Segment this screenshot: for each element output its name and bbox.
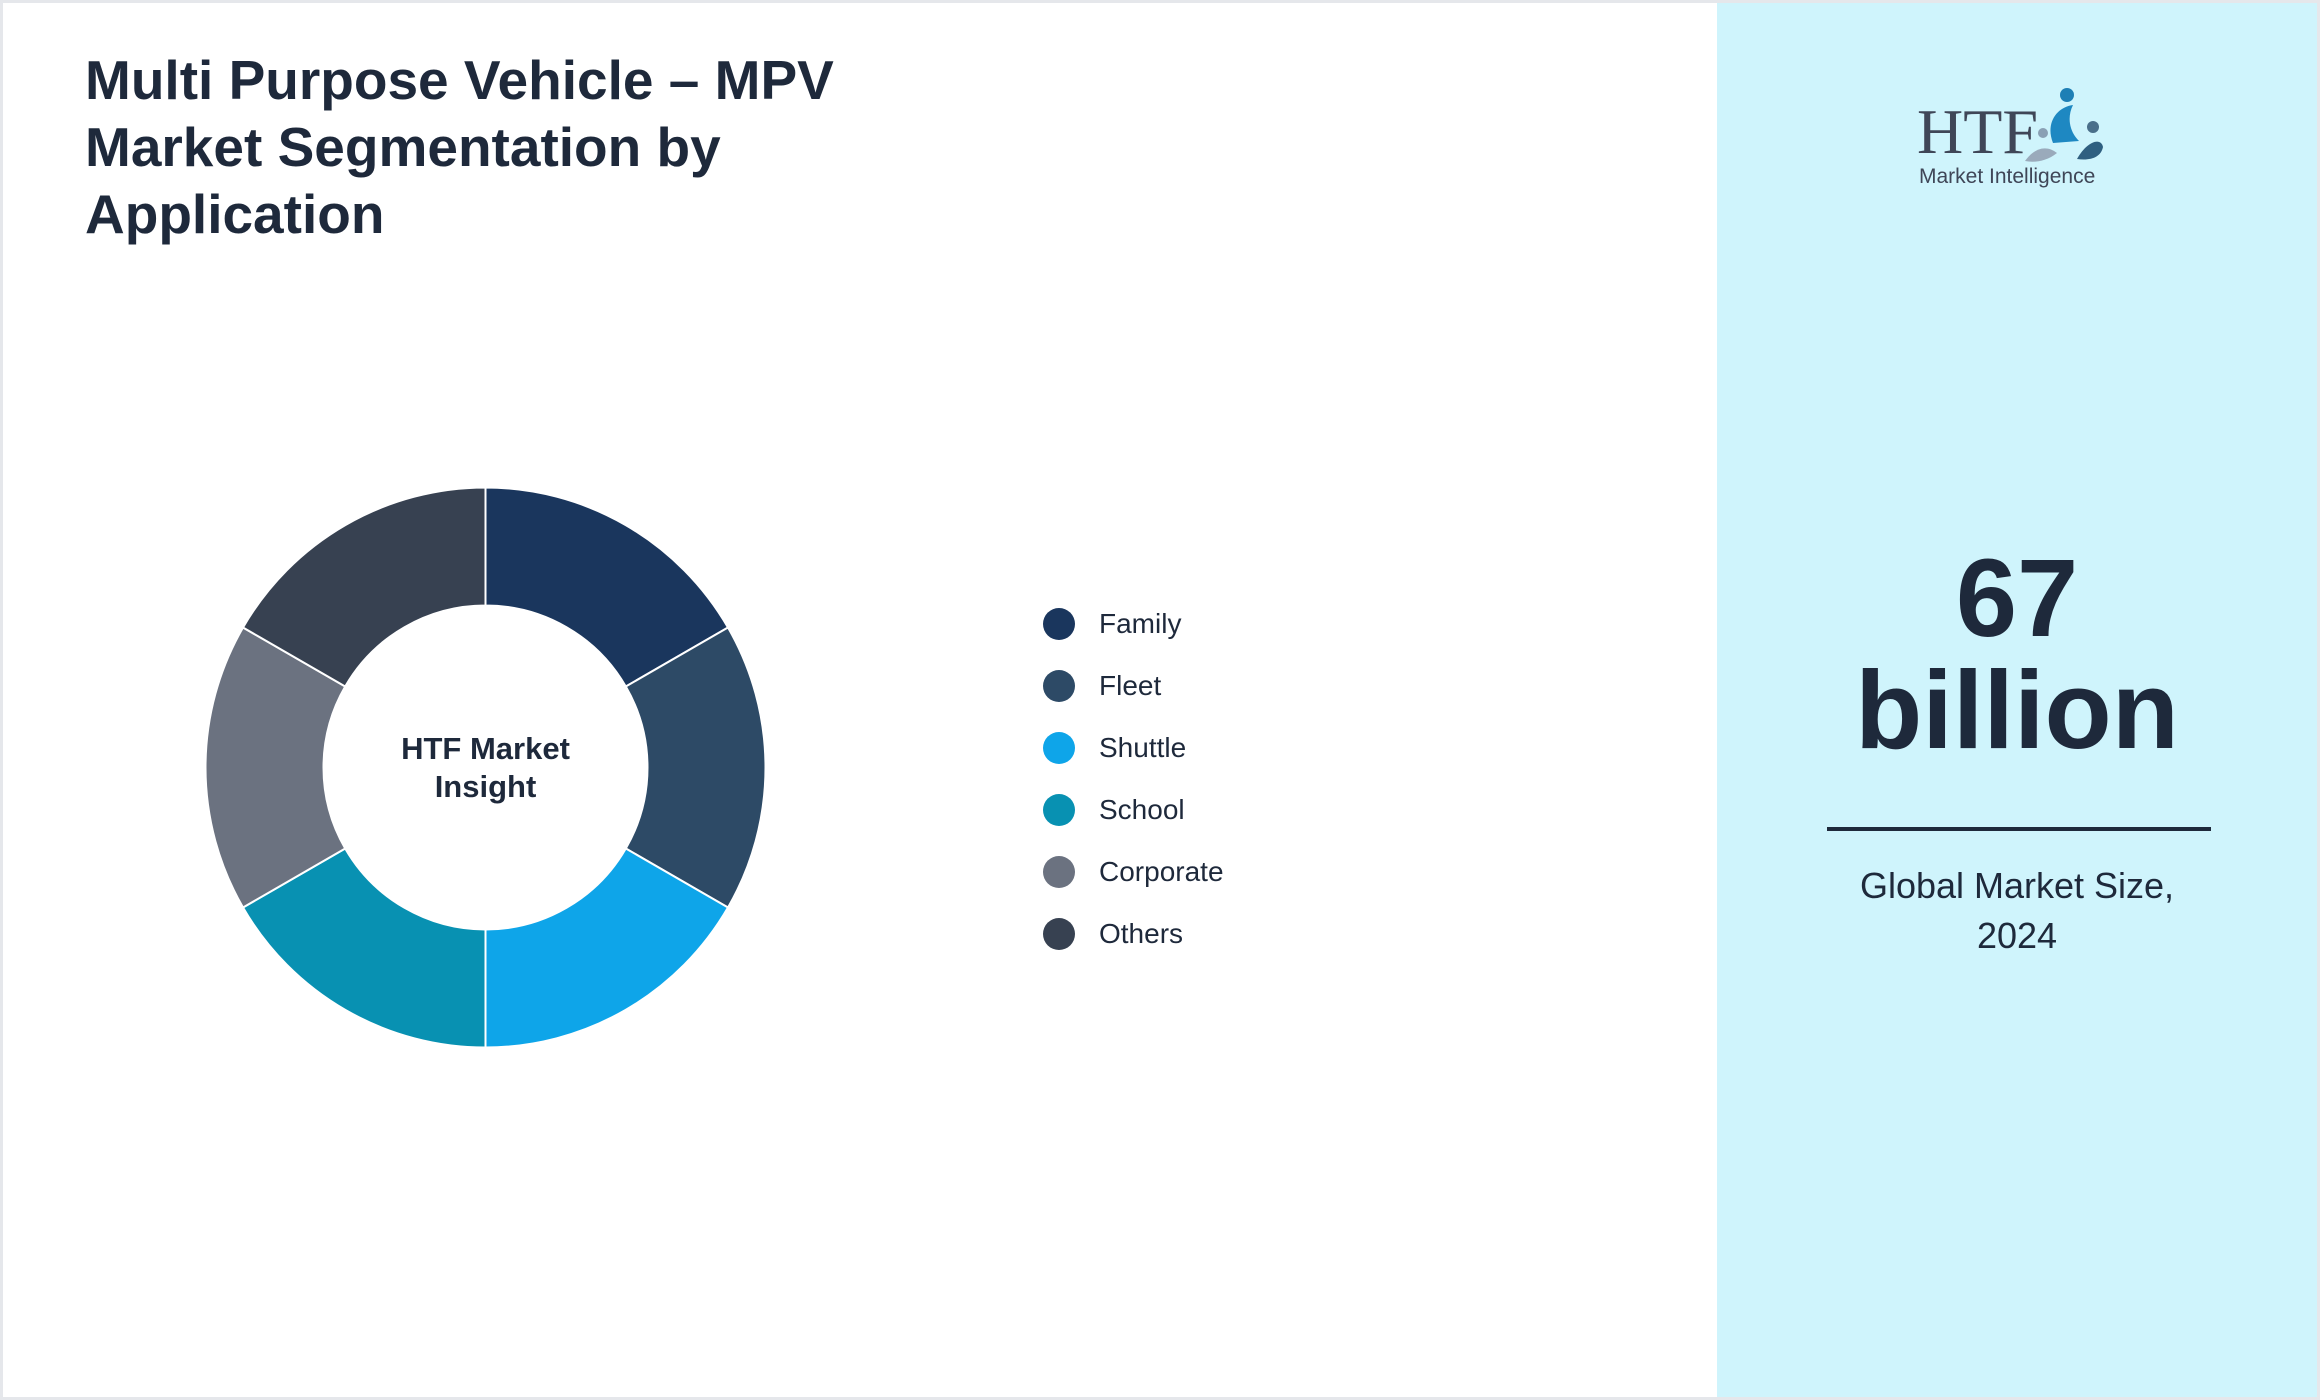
center-label-line2: Insight: [435, 769, 537, 804]
donut-slice-others: [241, 486, 487, 688]
legend-swatch: [1043, 918, 1075, 950]
legend-label: Corporate: [1099, 856, 1224, 887]
logo-tagline: Market Intelligence: [1919, 165, 2095, 188]
chart-panel: Multi Purpose Vehicle – MPV Market Segme…: [3, 3, 1717, 1397]
market-size-number: 67: [1955, 537, 2079, 660]
donut-slice-corporate: [204, 626, 347, 909]
legend-label: Others: [1099, 918, 1184, 949]
legend-swatch: [1043, 856, 1075, 888]
legend-item-corporate: Corporate: [1043, 841, 1224, 903]
donut-slice-shuttle: [484, 847, 730, 1049]
market-size-panel: HTF Market Intelligence 67 billion Globa…: [1717, 3, 2317, 1397]
logo-letters: HTF: [1917, 96, 2038, 167]
caption-line-1: Global Market Size,: [1859, 865, 2175, 906]
caption-line-2: 2024: [1976, 915, 2058, 956]
donut-slice-school: [241, 847, 487, 1049]
legend-swatch: [1043, 732, 1075, 764]
legend-item-school: School: [1043, 779, 1224, 841]
center-label-line1: HTF Market: [401, 731, 570, 766]
market-size-value: 67 billion: [1717, 543, 2317, 767]
legend-label: School: [1099, 794, 1185, 825]
market-size-caption: Global Market Size, 2024: [1767, 861, 2267, 961]
legend-label: Shuttle: [1099, 732, 1187, 763]
market-size-unit: billion: [1855, 649, 2179, 772]
htf-logo: HTF Market Intelligence: [1917, 88, 2103, 188]
legend-swatch: [1043, 794, 1075, 826]
divider-line: [1827, 827, 2211, 831]
legend-label: Fleet: [1099, 670, 1162, 701]
donut-chart: HTF Market Insight: [204, 486, 767, 1049]
donut-slice-family: [484, 486, 730, 688]
legend-swatch: [1043, 608, 1075, 640]
legend-item-fleet: Fleet: [1043, 655, 1224, 717]
legend-swatch: [1043, 670, 1075, 702]
logo-figures-icon: [2025, 88, 2103, 162]
legend-item-others: Others: [1043, 903, 1224, 965]
chart-legend: Family Fleet Shuttle School Corporate Others: [1043, 593, 1224, 965]
legend-item-family: Family: [1043, 593, 1224, 655]
donut-slice-fleet: [624, 626, 767, 909]
legend-item-shuttle: Shuttle: [1043, 717, 1224, 779]
chart-title: Multi Purpose Vehicle – MPV Market Segme…: [85, 49, 834, 245]
legend-label: Family: [1099, 608, 1182, 639]
